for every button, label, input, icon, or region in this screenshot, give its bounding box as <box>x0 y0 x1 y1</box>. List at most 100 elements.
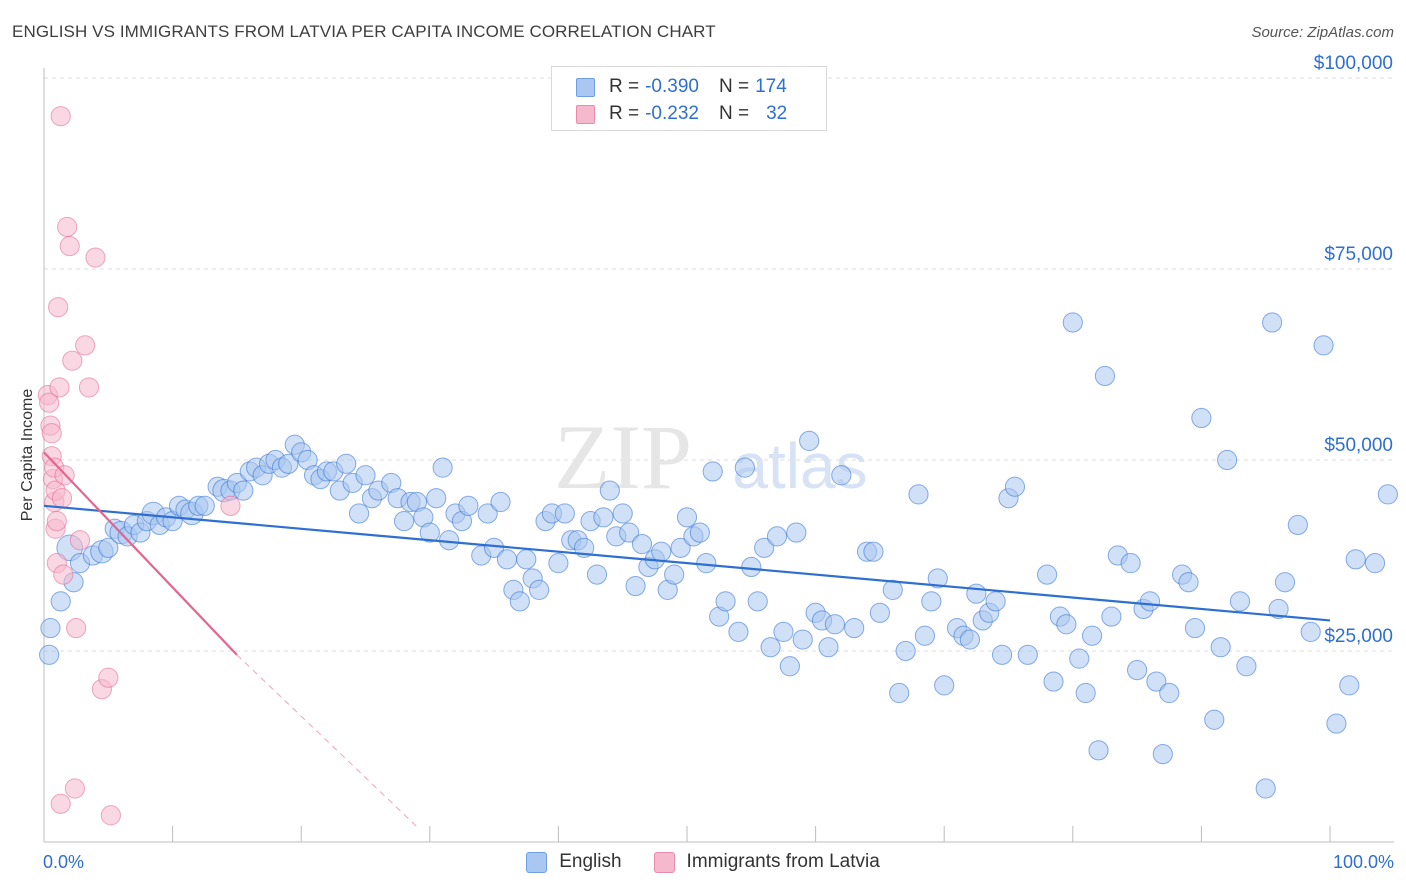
english-point <box>516 549 537 570</box>
english-point <box>1210 637 1231 658</box>
legend-item-english[interactable]: English <box>526 851 622 873</box>
r-label: R = <box>609 103 640 124</box>
english-point <box>889 682 910 704</box>
english-point <box>728 621 749 643</box>
english-point <box>393 511 415 532</box>
english-point <box>278 453 299 474</box>
english-point <box>741 556 762 578</box>
latvia-point <box>57 216 78 238</box>
english-point <box>477 503 498 524</box>
english-point <box>747 591 768 612</box>
english-point <box>1236 656 1257 677</box>
latvia-trend-line <box>43 451 238 656</box>
axes <box>43 68 1394 843</box>
english-point <box>612 503 633 524</box>
english-point <box>529 579 550 600</box>
english-point <box>908 484 929 505</box>
english-point <box>1120 553 1141 574</box>
latvia-legend-label: Immigrants from Latvia <box>686 851 880 872</box>
latvia-point <box>64 778 85 799</box>
n-label: N = <box>718 103 750 124</box>
english-point <box>98 537 119 558</box>
latvia-point <box>66 617 87 639</box>
latvia-point <box>59 235 80 257</box>
chart-title: ENGLISH VS IMMIGRANTS FROM LATVIA PER CA… <box>12 22 716 41</box>
english-point <box>921 591 942 612</box>
english-point <box>1043 671 1064 692</box>
watermark-zip: ZIP <box>554 406 692 508</box>
english-point <box>676 507 698 528</box>
english-point <box>554 503 575 524</box>
source-label: Source: ZipAtlas.com <box>1251 24 1394 41</box>
latvia-point <box>78 377 100 398</box>
english-point <box>895 640 916 662</box>
english-swatch <box>576 77 595 97</box>
english-point <box>1204 709 1225 730</box>
english-point <box>991 644 1013 665</box>
english-point <box>1069 648 1090 669</box>
english-point <box>1268 598 1289 620</box>
english-point <box>1139 591 1161 612</box>
english-point <box>914 625 936 646</box>
legend-item-latvia[interactable]: Immigrants from Latvia <box>653 851 880 873</box>
english-point <box>548 553 569 574</box>
english-point <box>844 617 865 639</box>
english-point <box>773 621 794 643</box>
english-point <box>1146 671 1167 692</box>
x-tick-min: 0.0% <box>43 852 85 872</box>
latvia-point <box>49 377 70 398</box>
y-tick-label: $25,000 <box>1324 626 1393 647</box>
english-point <box>786 522 807 543</box>
english-point <box>233 480 254 501</box>
latvia-point <box>220 495 241 516</box>
english-point <box>1287 514 1308 536</box>
r-value: -0.232 <box>645 103 699 124</box>
english-point <box>426 488 447 509</box>
english-point <box>799 430 820 451</box>
english-point <box>355 465 376 486</box>
english-point <box>863 541 884 562</box>
english-point <box>1364 553 1386 574</box>
english-point <box>1152 744 1173 765</box>
english-point <box>754 537 775 558</box>
english-point <box>689 522 710 543</box>
r-label: R = <box>609 76 640 97</box>
n-label: N = <box>718 76 750 97</box>
latvia-point <box>98 667 119 688</box>
english-point <box>1062 312 1083 333</box>
english-point <box>831 465 852 486</box>
english-point <box>985 591 1006 612</box>
latvia-point <box>62 350 83 371</box>
correlation-legend: R = -0.390 N = 174 R = -0.232 N = 32 <box>551 66 827 131</box>
english-legend-swatch <box>526 851 548 873</box>
english-point <box>599 480 620 501</box>
english-point <box>1081 625 1103 646</box>
english-point <box>1326 713 1347 734</box>
english-point <box>1300 621 1321 643</box>
english-point <box>496 549 518 570</box>
latvia-point <box>41 423 62 444</box>
latvia-legend-swatch <box>653 851 675 873</box>
latvia-point <box>50 793 71 814</box>
english-point <box>194 495 215 516</box>
english-point <box>734 457 755 478</box>
latvia-point <box>53 564 74 585</box>
latvia-point <box>48 297 69 318</box>
legend-row-english: R = -0.390 N = 174 <box>576 75 787 99</box>
english-point <box>1036 564 1058 585</box>
english-points <box>39 312 1398 799</box>
english-point <box>779 656 800 677</box>
english-point <box>631 533 653 555</box>
english-trend-line <box>43 504 1331 622</box>
n-value: 32 <box>766 103 788 124</box>
y-tick-label: $100,000 <box>1314 53 1393 74</box>
english-point <box>664 564 685 585</box>
english-point <box>1004 476 1026 497</box>
english-point <box>1229 591 1251 612</box>
trend-lines <box>43 451 1331 828</box>
english-point <box>419 522 440 543</box>
english-point <box>1088 740 1109 761</box>
english-point <box>651 541 672 562</box>
y-tick-label: $50,000 <box>1324 435 1393 456</box>
english-point <box>438 530 460 551</box>
